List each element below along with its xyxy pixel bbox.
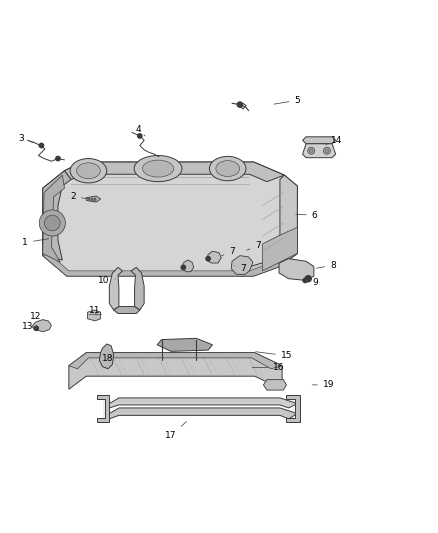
Circle shape <box>181 265 185 270</box>
Text: 10: 10 <box>98 276 115 285</box>
Text: 2: 2 <box>71 192 88 201</box>
Circle shape <box>45 215 60 231</box>
Bar <box>88 198 90 199</box>
Polygon shape <box>262 228 297 271</box>
Circle shape <box>310 149 313 152</box>
Text: 7: 7 <box>247 241 261 250</box>
Polygon shape <box>97 395 110 422</box>
Polygon shape <box>231 256 253 274</box>
Bar <box>94 199 96 201</box>
Ellipse shape <box>216 160 240 176</box>
Polygon shape <box>263 379 286 390</box>
Text: 12: 12 <box>30 312 44 321</box>
Polygon shape <box>99 344 114 369</box>
Polygon shape <box>110 398 297 408</box>
Polygon shape <box>69 353 282 389</box>
Ellipse shape <box>209 156 246 181</box>
Text: 5: 5 <box>274 96 300 105</box>
Text: 17: 17 <box>166 422 187 440</box>
Bar <box>88 199 90 201</box>
Bar <box>91 198 93 199</box>
Text: 15: 15 <box>256 351 292 360</box>
Text: 13: 13 <box>22 322 37 331</box>
Ellipse shape <box>77 163 100 179</box>
Polygon shape <box>286 395 300 422</box>
Polygon shape <box>110 268 122 310</box>
Circle shape <box>237 102 243 107</box>
Polygon shape <box>279 259 314 280</box>
Polygon shape <box>86 196 101 202</box>
Polygon shape <box>32 320 51 332</box>
Circle shape <box>308 147 315 154</box>
Circle shape <box>303 278 307 282</box>
Text: 7: 7 <box>235 264 246 273</box>
Polygon shape <box>69 353 282 369</box>
Ellipse shape <box>134 156 182 182</box>
Text: 14: 14 <box>325 136 342 145</box>
Polygon shape <box>131 268 144 310</box>
Polygon shape <box>88 310 101 321</box>
Circle shape <box>138 134 142 138</box>
Polygon shape <box>114 306 140 313</box>
Polygon shape <box>64 162 284 182</box>
Bar <box>91 199 93 201</box>
Polygon shape <box>303 137 336 144</box>
Polygon shape <box>207 251 221 263</box>
Polygon shape <box>43 254 297 276</box>
Polygon shape <box>243 175 297 276</box>
Text: 9: 9 <box>306 278 318 287</box>
Circle shape <box>34 326 39 330</box>
Circle shape <box>56 156 60 161</box>
Bar <box>94 198 96 199</box>
Polygon shape <box>43 162 297 276</box>
Circle shape <box>325 149 328 152</box>
Text: 4: 4 <box>136 125 145 136</box>
Circle shape <box>39 210 65 236</box>
Polygon shape <box>157 338 212 351</box>
Text: 16: 16 <box>252 363 285 372</box>
Ellipse shape <box>142 160 173 177</box>
Text: 7: 7 <box>222 247 235 256</box>
Polygon shape <box>43 175 64 262</box>
Text: 18: 18 <box>102 354 114 364</box>
Text: 11: 11 <box>89 306 101 316</box>
Polygon shape <box>182 260 194 272</box>
Polygon shape <box>110 408 297 419</box>
Circle shape <box>323 147 330 154</box>
Ellipse shape <box>70 158 107 183</box>
Text: 8: 8 <box>317 261 336 270</box>
Circle shape <box>39 143 44 148</box>
Text: 3: 3 <box>18 134 34 143</box>
Polygon shape <box>303 144 336 158</box>
Circle shape <box>206 256 210 261</box>
Text: 1: 1 <box>22 238 49 247</box>
Text: 19: 19 <box>312 381 335 390</box>
Text: 6: 6 <box>296 211 318 220</box>
Circle shape <box>305 276 311 282</box>
Polygon shape <box>43 171 71 260</box>
